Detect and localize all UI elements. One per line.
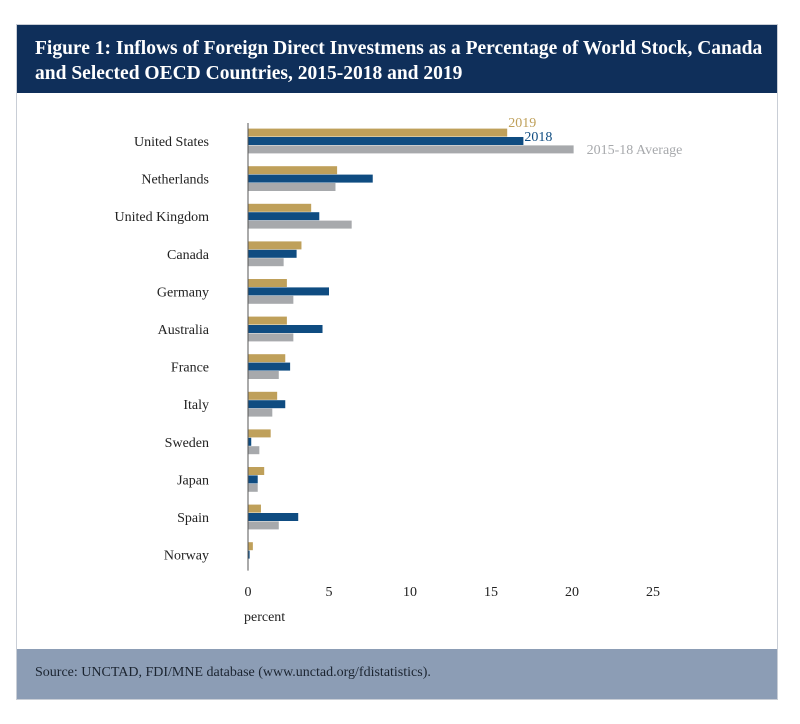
bar-germany-2019 bbox=[248, 279, 287, 287]
category-label-united-states: United States bbox=[134, 135, 209, 150]
category-label-france: France bbox=[171, 361, 209, 376]
bar-france-2018 bbox=[248, 362, 291, 371]
bar-france-2015-18-average bbox=[248, 371, 279, 379]
bar-netherlands-2018 bbox=[248, 174, 373, 183]
bar-norway-2018 bbox=[248, 550, 250, 559]
bar-united-states-2015-18-average bbox=[248, 145, 574, 154]
bar-italy-2019 bbox=[248, 391, 278, 400]
bar-united-kingdom-2018 bbox=[248, 212, 320, 221]
bar-canada-2015-18-average bbox=[248, 258, 284, 267]
category-label-japan: Japan bbox=[177, 473, 209, 488]
category-label-norway: Norway bbox=[164, 549, 209, 564]
x-axis-label: percent bbox=[244, 610, 285, 625]
x-tick-label-25: 25 bbox=[646, 585, 660, 600]
bar-netherlands-2015-18-average bbox=[248, 183, 336, 191]
bar-australia-2018 bbox=[248, 325, 323, 333]
category-label-spain: Spain bbox=[177, 511, 209, 526]
bar-japan-2018 bbox=[248, 475, 258, 484]
bar-france-2019 bbox=[248, 354, 286, 363]
bar-spain-2015-18-average bbox=[248, 521, 279, 530]
legend-label-2019: 2019 bbox=[508, 116, 536, 131]
bar-italy-2015-18-average bbox=[248, 408, 273, 417]
bar-united-kingdom-2019 bbox=[248, 203, 312, 212]
source-note: Source: UNCTAD, FDI/MNE database (www.un… bbox=[17, 649, 777, 699]
bar-canada-2018 bbox=[248, 249, 297, 258]
bar-japan-2015-18-average bbox=[248, 483, 258, 492]
bar-netherlands-2019 bbox=[248, 166, 338, 175]
bar-japan-2019 bbox=[248, 467, 265, 475]
bar-germany-2018 bbox=[248, 287, 329, 296]
x-tick-label-20: 20 bbox=[565, 585, 579, 600]
x-tick-label-15: 15 bbox=[484, 585, 498, 600]
category-label-sweden: Sweden bbox=[165, 436, 209, 451]
bar-canada-2019 bbox=[248, 241, 302, 250]
bar-chart: United States Netherlands United Kingdom Ca… bbox=[115, 116, 683, 625]
category-label-united-kingdom: United Kingdom bbox=[115, 210, 210, 225]
bar-sweden-2018 bbox=[248, 437, 252, 446]
x-tick-label-5: 5 bbox=[326, 585, 333, 600]
legend-label-2015-18-average: 2015-18 Average bbox=[587, 143, 683, 158]
bar-norway-2019 bbox=[248, 542, 253, 551]
category-label-germany: Germany bbox=[157, 285, 209, 300]
bar-united-states-2019 bbox=[248, 128, 508, 137]
chart-area: United States Netherlands United Kingdom Ca… bbox=[17, 95, 777, 645]
figure-frame: Figure 1: Inflows of Foreign Direct Inve… bbox=[16, 24, 778, 700]
x-tick-label-10: 10 bbox=[403, 585, 417, 600]
bar-germany-2015-18-average bbox=[248, 295, 294, 304]
x-tick-label-0: 0 bbox=[245, 585, 252, 600]
bar-sweden-2015-18-average bbox=[248, 446, 260, 455]
category-label-netherlands: Netherlands bbox=[141, 173, 209, 188]
bar-italy-2018 bbox=[248, 400, 286, 409]
bar-sweden-2019 bbox=[248, 429, 271, 438]
legend-label-2018: 2018 bbox=[524, 130, 552, 145]
bar-australia-2015-18-average bbox=[248, 333, 294, 342]
category-label-australia: Australia bbox=[158, 323, 210, 338]
bar-australia-2019 bbox=[248, 316, 287, 325]
bar-spain-2019 bbox=[248, 504, 261, 513]
bar-spain-2018 bbox=[248, 513, 299, 521]
category-label-canada: Canada bbox=[167, 248, 210, 263]
bar-united-kingdom-2015-18-average bbox=[248, 220, 352, 229]
bar-united-states-2018 bbox=[248, 137, 524, 145]
figure-title: Figure 1: Inflows of Foreign Direct Inve… bbox=[17, 25, 777, 93]
category-label-italy: Italy bbox=[183, 398, 209, 413]
